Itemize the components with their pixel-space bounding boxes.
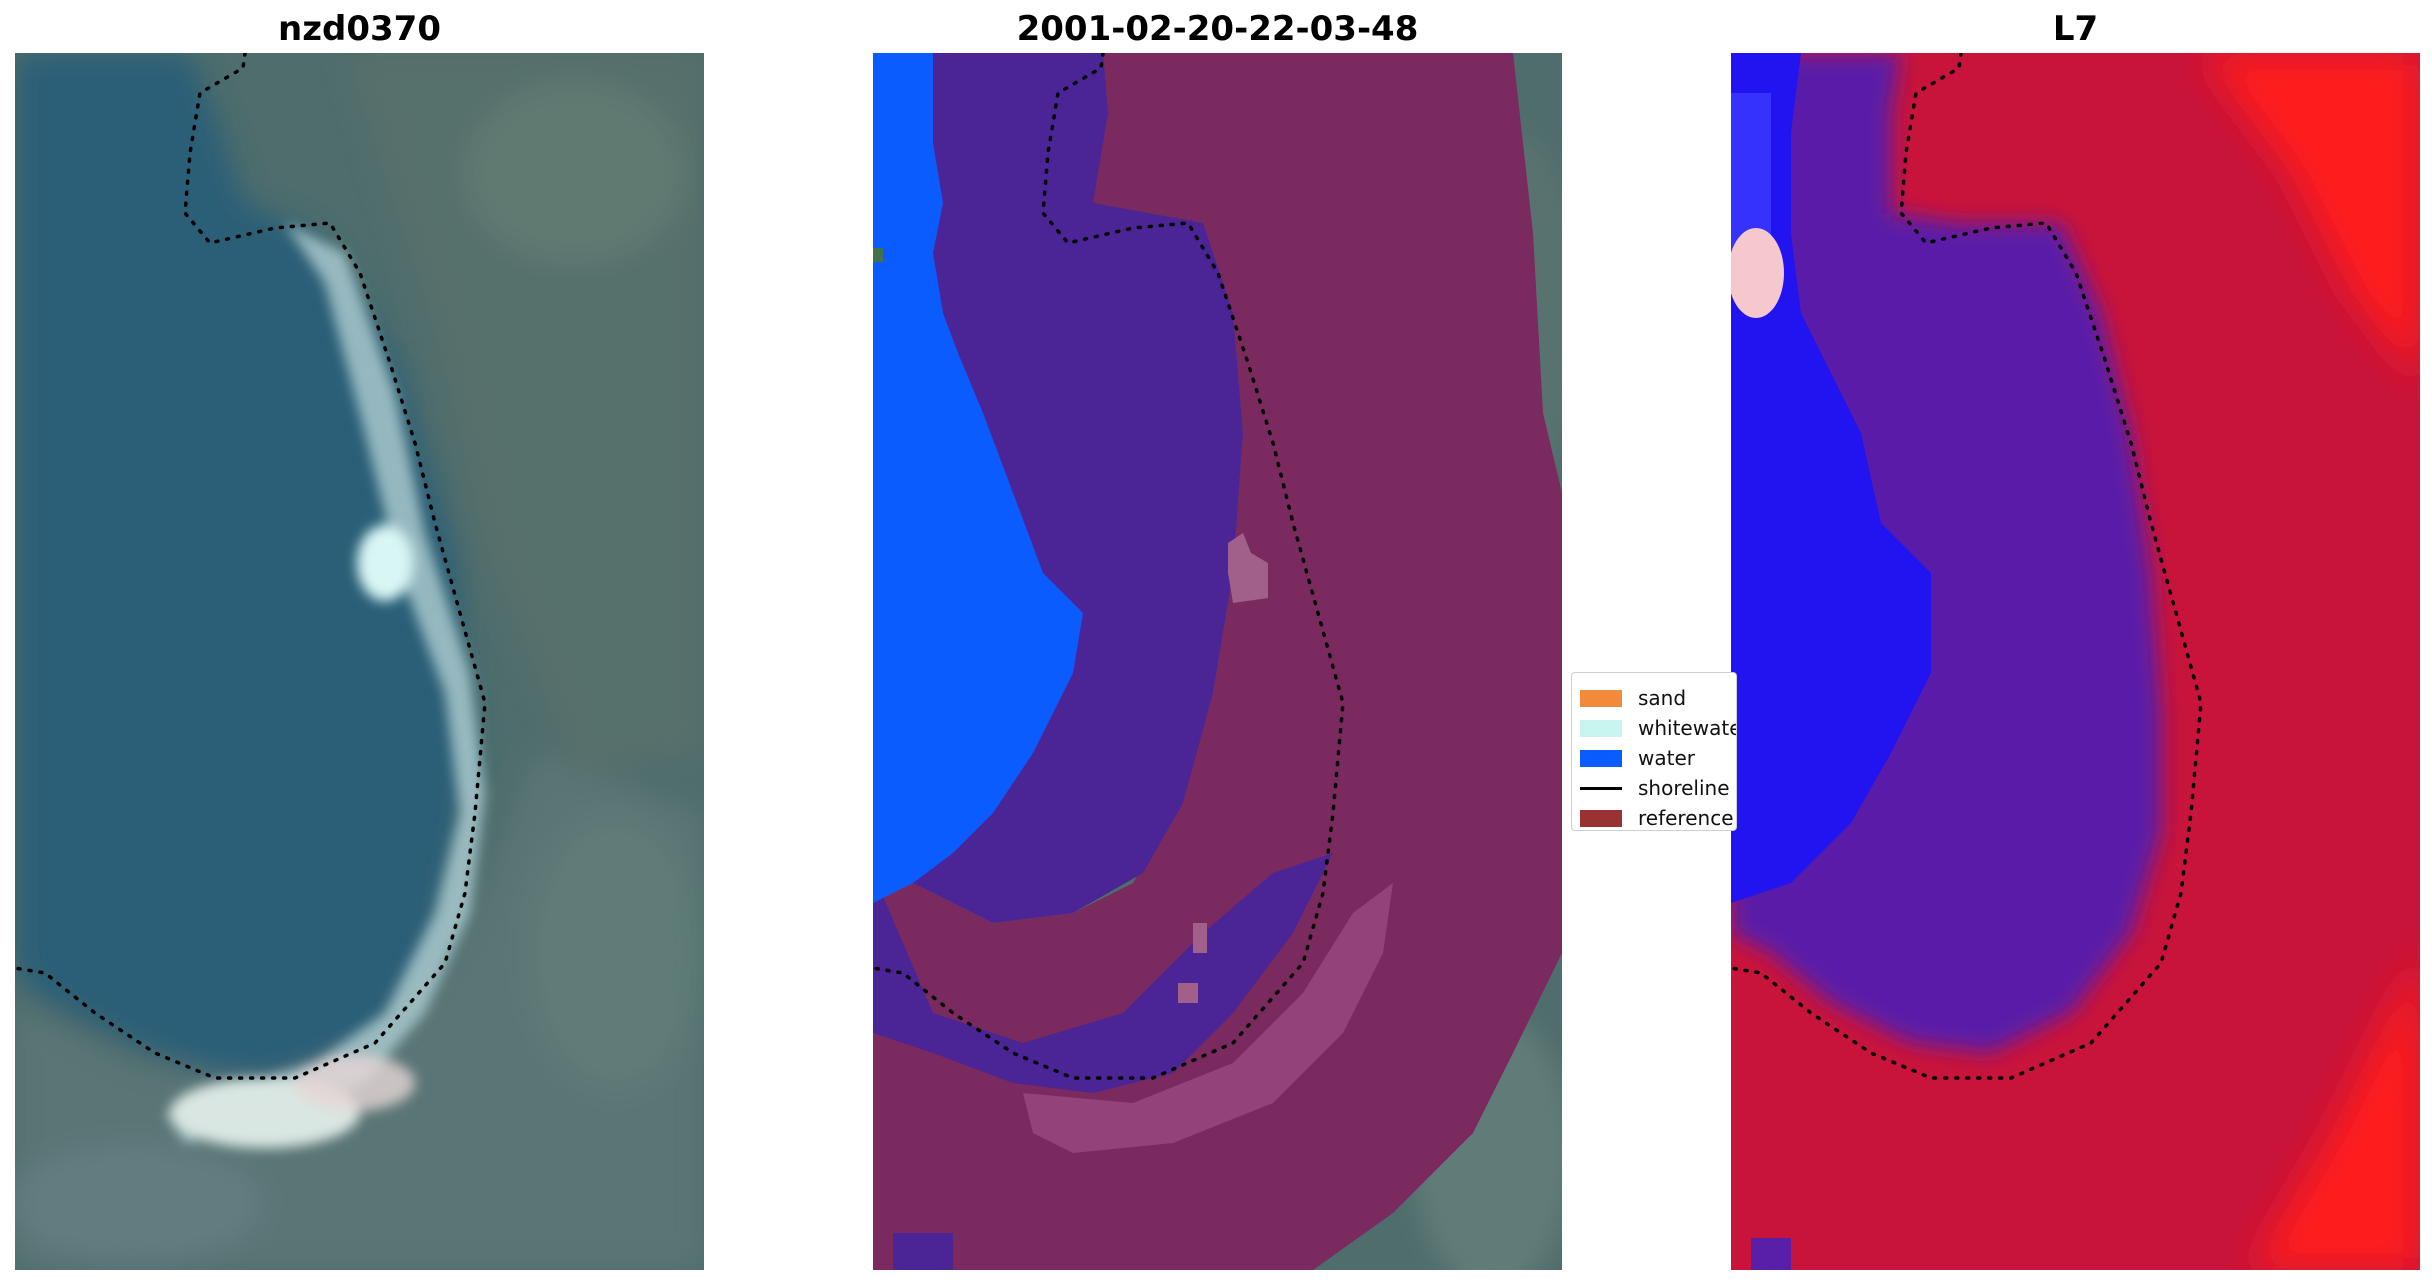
classification-image — [873, 53, 1562, 1270]
panel-title-index: L7 — [2052, 9, 2099, 49]
legend-swatch-reference — [1580, 809, 1622, 827]
legend-label-water: water — [1638, 746, 1695, 770]
index-panel — [1731, 53, 2420, 1270]
legend-swatch-whitewater — [1580, 719, 1622, 737]
index-image — [1731, 53, 2420, 1270]
legend-label-sand: sand — [1638, 686, 1687, 710]
legend-item-water: water — [1580, 745, 1695, 771]
panel-title-rgb: nzd0370 — [278, 9, 441, 49]
legend-label-shoreline: shoreline — [1638, 776, 1730, 800]
legend-label-reference: reference — [1638, 806, 1734, 830]
panel-title-classification: 2001-02-20-22-03-48 — [1016, 9, 1419, 49]
legend-item-shoreline: shoreline — [1580, 775, 1730, 801]
legend-swatch-water — [1580, 749, 1622, 767]
rgb-satellite-image — [15, 53, 704, 1270]
legend-item-sand: sand — [1580, 685, 1686, 711]
legend-swatch-sand — [1580, 689, 1622, 707]
legend-label-whitewater: whitewater — [1638, 716, 1736, 740]
legend-line-shoreline — [1580, 786, 1622, 790]
legend: sand whitewater water shoreline referenc… — [1571, 672, 1737, 831]
classification-panel — [873, 53, 1562, 1270]
legend-item-whitewater: whitewater — [1580, 715, 1736, 741]
rgb-image-panel — [15, 53, 704, 1270]
legend-item-reference: reference — [1580, 805, 1734, 830]
